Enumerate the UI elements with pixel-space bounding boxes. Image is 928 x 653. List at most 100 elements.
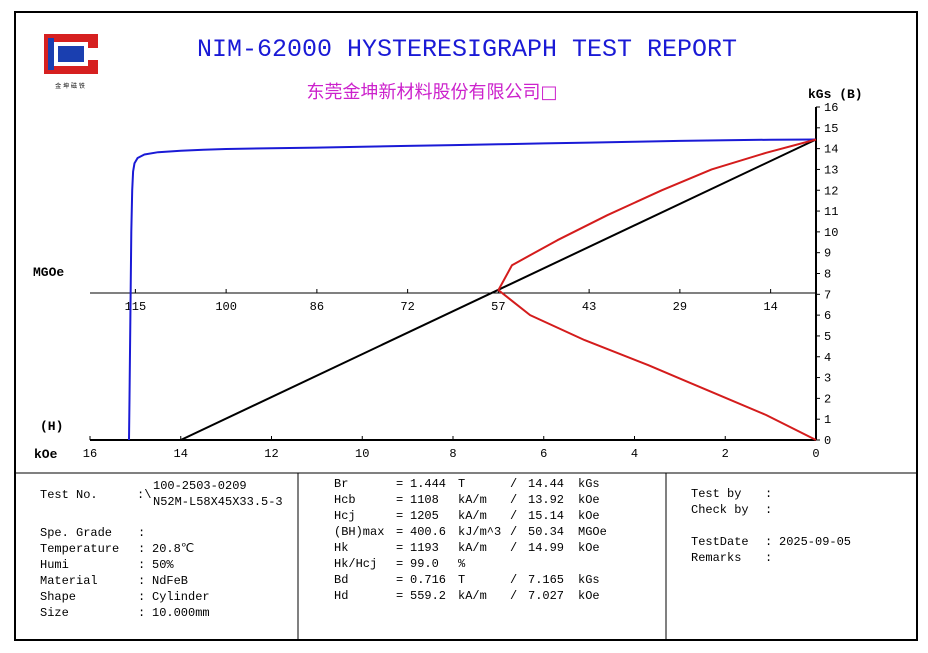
colon: : xyxy=(765,551,773,565)
demagnetization-curve xyxy=(128,138,817,441)
param-label: Hk/Hcj xyxy=(334,557,378,571)
info-left-row: Spe. Grade: xyxy=(40,525,290,541)
x-tick-label: 12 xyxy=(264,447,278,461)
param-v1: 1205 xyxy=(410,509,439,523)
x-tick-label: 2 xyxy=(722,447,729,461)
y-tick-label: 16 xyxy=(824,101,838,115)
info-left-value: 50% xyxy=(152,558,174,572)
param-label: Hcb xyxy=(334,493,356,507)
y-tick-label: 4 xyxy=(824,351,831,365)
report-title: NIM-62000 HYSTERESIGRAPH TEST REPORT xyxy=(197,35,737,64)
param-v1: 1108 xyxy=(410,493,439,507)
colon: : xyxy=(765,503,773,517)
equals-sign: = xyxy=(396,589,404,603)
info-right-label: Test by xyxy=(691,487,742,501)
slash-separator: / xyxy=(510,493,518,507)
info-right-label: Check by xyxy=(691,503,749,517)
energy-tick-label: 29 xyxy=(673,300,687,314)
y-tick-label: 8 xyxy=(824,268,831,282)
y-tick-label: 13 xyxy=(824,163,838,177)
param-v2: 14.99 xyxy=(528,541,565,555)
energy-axis-label: MGOe xyxy=(33,265,64,280)
info-right-value: 2025-09-05 xyxy=(779,535,852,549)
x-tick-label: 4 xyxy=(631,447,638,461)
energy-tick-label: 57 xyxy=(491,300,505,314)
param-label: Br xyxy=(334,477,349,491)
info-right-row: Check by: xyxy=(691,502,911,518)
param-row: Hd = 559.2 kA/m / 7.027 kOe xyxy=(334,588,654,604)
param-label: Hk xyxy=(334,541,349,555)
info-left-value: Cylinder xyxy=(152,590,210,604)
param-u2: kGs xyxy=(578,477,600,491)
info-left-label: Shape xyxy=(40,590,77,604)
slash-separator: / xyxy=(510,509,518,523)
test-no-label: Test No. xyxy=(40,488,98,502)
colon: : xyxy=(138,574,146,588)
y-tick-label: 14 xyxy=(824,143,838,157)
param-v1: 1.444 xyxy=(410,477,447,491)
y-tick-label: 9 xyxy=(824,247,831,261)
param-row: Hk = 1193 kA/m / 14.99 kOe xyxy=(334,540,654,556)
info-left-label: Material xyxy=(40,574,98,588)
y-tick-label: 3 xyxy=(824,372,831,386)
test-no-separator: :\ xyxy=(137,488,152,502)
info-left-value: 10.000mm xyxy=(152,606,210,620)
x-tick-label: 10 xyxy=(355,447,369,461)
equals-sign: = xyxy=(396,509,404,523)
colon: : xyxy=(138,606,146,620)
colon: : xyxy=(138,590,146,604)
equals-sign: = xyxy=(396,493,404,507)
x-axis-label: kOe xyxy=(34,447,58,462)
info-left-row: Humi:50% xyxy=(40,557,290,573)
param-u1: kA/m xyxy=(458,589,487,603)
energy-tick-label: 115 xyxy=(125,300,147,314)
info-left-panel: Test No. :\ 100-2503-0209 N52M-L58X45X33… xyxy=(40,479,283,620)
param-u1: % xyxy=(458,557,466,571)
x-tick-label: 0 xyxy=(812,447,819,461)
y-tick-label: 2 xyxy=(824,392,831,406)
param-v1: 0.716 xyxy=(410,573,447,587)
slash-separator: / xyxy=(510,541,518,555)
param-u1: T xyxy=(458,573,466,587)
x-axis-name: (H) xyxy=(40,419,63,434)
logo-caption: 金 坤 磁 铁 xyxy=(55,82,85,90)
x-tick-label: 8 xyxy=(449,447,456,461)
info-middle-panel: Br = 1.444 T/14.44 kGs Hcb = 1108 kA/m/13.92 kOe H… xyxy=(334,476,654,604)
param-v1: 559.2 xyxy=(410,589,447,603)
param-v1: 99.0 xyxy=(410,557,439,571)
test-no-value-1: 100-2503-0209 xyxy=(153,479,247,493)
report-frame xyxy=(14,11,918,641)
info-right-row: Remarks: xyxy=(691,550,911,566)
param-label: Hd xyxy=(334,589,349,603)
param-label: Bd xyxy=(334,573,349,587)
info-left-row: Material: NdFeB xyxy=(40,573,290,589)
colon: : xyxy=(138,526,146,540)
param-v1: 1193 xyxy=(410,541,439,555)
x-tick-label: 14 xyxy=(174,447,188,461)
param-row: Bd = 0.716 T / 7.165 kGs xyxy=(334,572,654,588)
info-right-label: TestDate xyxy=(691,535,749,549)
param-u2: kOe xyxy=(578,493,600,507)
y-tick-label: 0 xyxy=(824,434,831,448)
energy-tick-label: 43 xyxy=(582,300,596,314)
energy-product-curve xyxy=(497,138,817,441)
colon: : xyxy=(138,558,146,572)
y-tick-label: 11 xyxy=(824,205,838,219)
param-v2: 7.165 xyxy=(528,573,565,587)
company-logo: 金 坤 磁 铁 xyxy=(40,30,102,90)
param-label: Hcj xyxy=(334,509,356,523)
param-u2: kOe xyxy=(578,589,600,603)
slash-separator: / xyxy=(510,477,518,491)
y-tick-label: 12 xyxy=(824,184,838,198)
info-left-row: Shape: Cylinder xyxy=(40,589,290,605)
param-u2: kOe xyxy=(578,509,600,523)
param-v2: 14.44 xyxy=(528,477,565,491)
slash-separator: / xyxy=(510,525,518,539)
info-left-value: 20.8℃ xyxy=(152,542,195,556)
equals-sign: = xyxy=(396,573,404,587)
x-tick-label: 6 xyxy=(540,447,547,461)
param-row: Br = 1.444 T / 14.44 kGs xyxy=(334,476,654,492)
colon: : xyxy=(765,535,773,549)
test-no-value-2: N52M-L58X45X33.5-3 xyxy=(153,495,283,509)
y-tick-label: 15 xyxy=(824,122,838,136)
